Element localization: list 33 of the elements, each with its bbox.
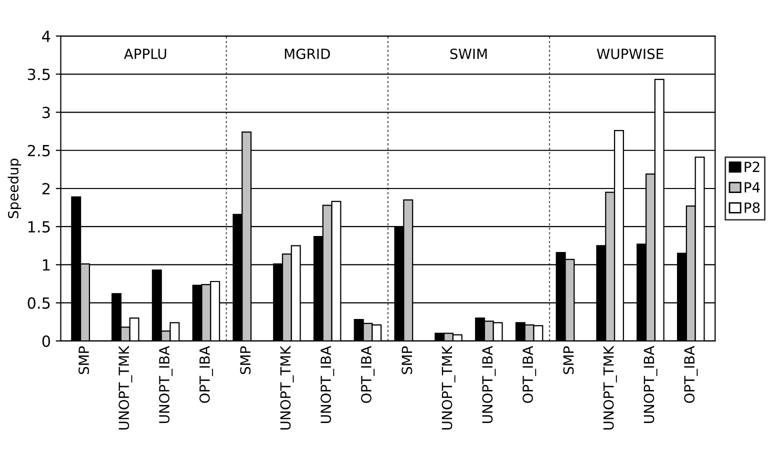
y-tick-label: 2.5 bbox=[28, 144, 50, 156]
x-tick-label: OPT_IBA bbox=[684, 346, 698, 403]
x-tick-label: UNOPT_TMK bbox=[442, 346, 456, 430]
x-tick-label: UNOPT_IBA bbox=[158, 346, 173, 424]
x-tick-label: SMP bbox=[240, 346, 251, 374]
annotation: SWIM bbox=[450, 48, 487, 60]
annotation: APPLU bbox=[124, 48, 166, 60]
legend-label: P2 bbox=[744, 162, 760, 172]
y-tick-label: 0.5 bbox=[28, 297, 50, 309]
y-tick-label: 1.5 bbox=[28, 221, 50, 233]
legend-label: P8 bbox=[744, 202, 760, 213]
y-tick-label: 2 bbox=[42, 182, 50, 194]
y-tick-label: 1 bbox=[42, 259, 50, 271]
y-axis-title: Speedup bbox=[8, 158, 22, 218]
y-tick-label: 3 bbox=[42, 106, 50, 118]
x-tick-label: UNOPT_IBA bbox=[644, 346, 658, 424]
y-tick-label: 3.5 bbox=[28, 68, 50, 80]
annotation: MGRID bbox=[284, 48, 330, 60]
x-tick-label: SMP bbox=[563, 346, 574, 374]
x-tick-label: SMP bbox=[402, 346, 412, 374]
x-tick-label: UNOPT_IBA bbox=[320, 346, 334, 424]
legend-label: P4 bbox=[744, 182, 760, 192]
y-tick-label: 0 bbox=[42, 335, 50, 347]
x-tick-label: OPT_IBA bbox=[360, 346, 375, 403]
annotation: WUPWISE bbox=[596, 48, 664, 60]
x-tick-label: UNOPT_TMK bbox=[603, 346, 617, 430]
x-tick-label: OPT_IBA bbox=[522, 346, 536, 403]
x-tick-label: UNOPT_IBA bbox=[482, 346, 496, 424]
x-tick-label: OPT_IBA bbox=[199, 346, 213, 403]
x-tick-label: SMP bbox=[78, 346, 90, 374]
y-tick-label: 4 bbox=[42, 30, 50, 42]
x-tick-label: UNOPT_TMK bbox=[118, 346, 132, 430]
x-tick-label: UNOPT_TMK bbox=[280, 346, 294, 430]
